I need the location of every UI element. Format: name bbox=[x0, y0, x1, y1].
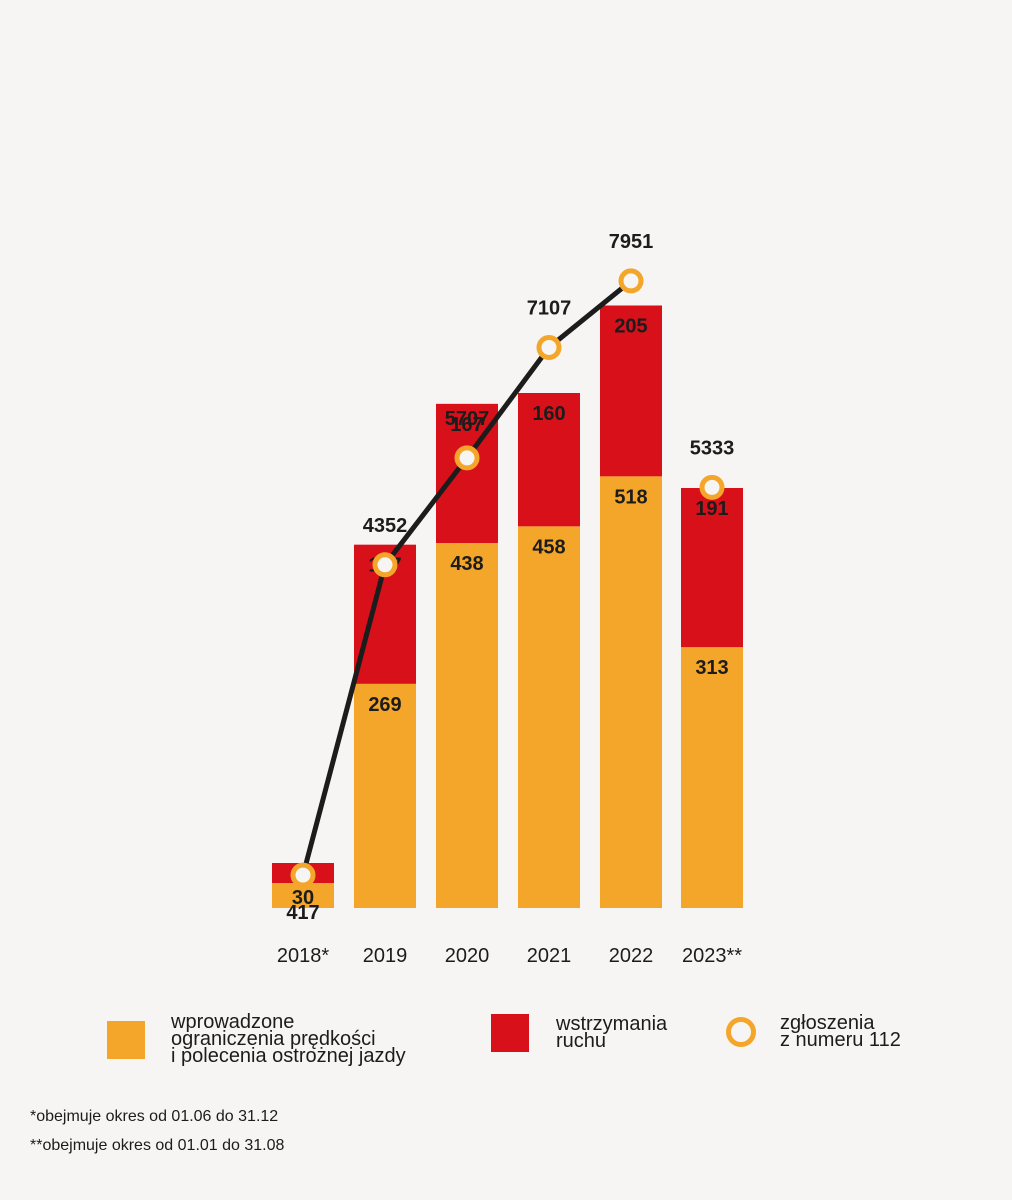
legend-marker-ring-icon bbox=[726, 1017, 756, 1047]
data-label-stops: 167 bbox=[450, 414, 483, 436]
bar-restrictions bbox=[436, 543, 498, 908]
x-tick-label: 2023** bbox=[682, 945, 742, 967]
legend: wprowadzone ograniczenia prędkości i pol… bbox=[0, 1012, 1012, 1090]
legend-item-stops: wstrzymania ruchu bbox=[491, 1014, 667, 1052]
x-tick-label: 2019 bbox=[363, 945, 408, 967]
line-marker-calls bbox=[372, 552, 398, 578]
legend-item-restrictions: wprowadzone ograniczenia prędkości i pol… bbox=[107, 1011, 406, 1067]
bar-restrictions bbox=[681, 647, 743, 908]
line-marker-calls bbox=[618, 268, 644, 294]
legend-swatch-red bbox=[491, 1014, 529, 1052]
footnote-2018: *obejmuje okres od 01.06 do 31.12 bbox=[30, 1108, 279, 1125]
legend-swatch-orange bbox=[107, 1020, 145, 1059]
bar-stops bbox=[518, 393, 580, 527]
data-label-calls: 417 bbox=[286, 902, 319, 924]
data-label-restrictions: 269 bbox=[368, 694, 401, 716]
legend-label-restrictions: wprowadzone ograniczenia prędkości i pol… bbox=[171, 1011, 406, 1067]
data-label-calls: 7107 bbox=[527, 297, 572, 319]
line-marker-calls bbox=[699, 474, 725, 500]
data-label-restrictions: 518 bbox=[614, 486, 647, 508]
legend-item-calls: zgłoszenia z numeru 112 bbox=[726, 1012, 901, 1051]
bar-restrictions bbox=[354, 683, 416, 908]
data-label-calls: 5707 bbox=[445, 408, 490, 430]
legend-label-calls: zgłoszenia z numeru 112 bbox=[780, 1012, 901, 1051]
bar-stops bbox=[681, 488, 743, 648]
bar-stops bbox=[600, 305, 662, 477]
legend-label-stops: wstrzymania ruchu bbox=[556, 1013, 668, 1052]
line-marker-calls bbox=[454, 445, 480, 471]
data-label-stops: 191 bbox=[695, 498, 728, 520]
data-label-stops: 160 bbox=[532, 403, 565, 425]
line-marker-calls bbox=[536, 334, 562, 360]
stacked-bar-line-chart: 30242018*2691672019438167202045816020215… bbox=[272, 231, 743, 967]
data-label-calls: 5333 bbox=[690, 437, 735, 459]
x-tick-label: 2022 bbox=[609, 945, 654, 967]
x-tick-label: 2020 bbox=[445, 945, 490, 967]
data-label-restrictions: 458 bbox=[532, 536, 565, 558]
bar-restrictions bbox=[518, 526, 580, 908]
data-label-calls: 4352 bbox=[363, 515, 408, 537]
x-tick-label: 2021 bbox=[527, 945, 572, 967]
line-marker-calls bbox=[290, 862, 316, 888]
data-label-restrictions: 30 bbox=[292, 887, 314, 909]
data-label-restrictions: 438 bbox=[450, 553, 483, 575]
data-label-calls: 7951 bbox=[609, 231, 654, 253]
data-label-stops: 205 bbox=[614, 316, 647, 338]
data-label-restrictions: 313 bbox=[695, 657, 728, 679]
x-tick-label: 2018* bbox=[277, 945, 329, 967]
bar-restrictions bbox=[600, 476, 662, 908]
footnote-2023: **obejmuje okres od 01.01 do 31.08 bbox=[30, 1137, 285, 1154]
